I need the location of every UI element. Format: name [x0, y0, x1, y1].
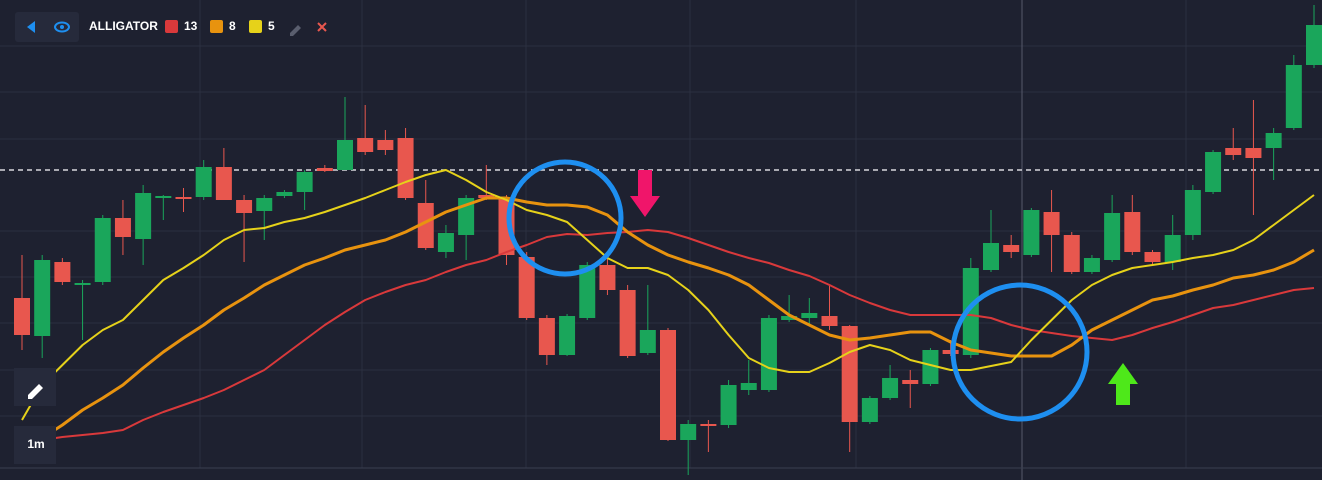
candle-body [579, 265, 596, 318]
side-tools: 1m [14, 368, 56, 464]
timeframe-button[interactable] [14, 426, 56, 464]
candle-body [1023, 210, 1040, 255]
candle-body [337, 140, 353, 170]
visibility-pupil [60, 25, 64, 29]
candle-body [861, 398, 878, 422]
plot [0, 5, 1322, 475]
candle-body [236, 200, 253, 213]
candle-body [1124, 212, 1141, 252]
candle-body [1063, 235, 1080, 272]
candle-body [114, 218, 131, 237]
candle-body [559, 316, 576, 355]
visibility-button[interactable] [54, 21, 70, 33]
candle-body [1083, 258, 1100, 272]
legend-swatch [210, 20, 223, 33]
legend-label: 13 [184, 19, 198, 33]
candle-body [760, 318, 777, 390]
candle-body [94, 218, 111, 282]
indicator-line [21, 196, 1315, 452]
candle-body [599, 265, 616, 290]
candle-body [357, 138, 374, 152]
candle-body [215, 167, 232, 200]
legend-label: 8 [229, 19, 236, 33]
draw-tool[interactable] [14, 368, 56, 406]
candle-body [1043, 212, 1060, 235]
candle-body [518, 257, 535, 318]
pencil-icon [28, 384, 43, 399]
candle-body [417, 203, 434, 248]
candle-body [296, 172, 313, 192]
candle-body [135, 193, 152, 239]
candle-body [1225, 148, 1242, 155]
signal-circle [506, 159, 624, 277]
indicator-line [21, 229, 1315, 446]
candle-body [962, 268, 979, 355]
candle-body [922, 350, 939, 384]
indicator-line [21, 169, 1315, 421]
candle-body [700, 424, 717, 426]
candle-body [34, 260, 51, 336]
toolbar-buttons [15, 12, 79, 42]
candle-body [1104, 213, 1121, 260]
candle-body [1184, 190, 1201, 235]
candle-body [781, 316, 798, 320]
candle-body [14, 298, 30, 335]
candle-body [155, 196, 172, 198]
candle-body [1265, 133, 1282, 148]
legend-label: 5 [268, 19, 275, 33]
candle-body [680, 424, 697, 440]
candle-body [740, 383, 757, 390]
candle-body [256, 198, 273, 211]
candle-body [195, 167, 212, 197]
timeframe: 1m [27, 437, 44, 451]
candle-body [316, 168, 333, 171]
collapse-button[interactable] [27, 21, 35, 33]
candle-body [639, 330, 656, 353]
candle-body [1003, 245, 1020, 252]
candle-body [821, 316, 838, 326]
candle-body [1306, 25, 1322, 65]
candle-body [175, 197, 192, 199]
buy-arrow [1108, 363, 1138, 405]
legend-swatch [165, 20, 178, 33]
candle-body [1285, 65, 1302, 128]
annotations [506, 159, 1138, 422]
remove-button[interactable] [317, 22, 327, 32]
candle-body [538, 318, 555, 355]
candle-body [1164, 235, 1181, 262]
edit-button[interactable] [290, 25, 301, 36]
legend-swatch [249, 20, 262, 33]
candle-body [437, 233, 454, 252]
candle-body [902, 380, 919, 384]
toolbar: ALLIGATOR 13 8 5 [15, 12, 327, 42]
candle-body [983, 243, 999, 270]
candle-body [1144, 252, 1161, 262]
candle-body [660, 330, 676, 440]
candle-body [377, 140, 394, 150]
candle-body [397, 138, 414, 198]
signal-circle [950, 282, 1090, 422]
candle-body [1245, 148, 1262, 158]
candle-body [619, 290, 636, 356]
candle-body [54, 262, 71, 282]
candle-body [801, 313, 818, 318]
candle-body [720, 385, 737, 425]
indicator-name: ALLIGATOR [89, 19, 158, 33]
candle-body [276, 192, 293, 196]
sell-arrow [630, 170, 660, 217]
candle-body [882, 378, 899, 398]
candle-body [74, 283, 91, 285]
candle-body [1205, 152, 1222, 192]
